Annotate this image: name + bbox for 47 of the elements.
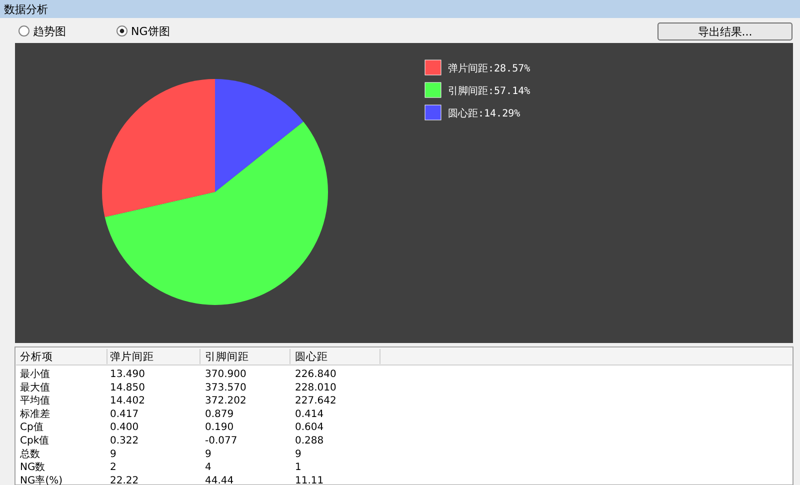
text: 0.190	[205, 422, 234, 434]
category-label: 弹片间距	[110, 350, 154, 363]
text: 13.490	[110, 369, 145, 380]
text: 44.44	[205, 475, 234, 485]
text: 372.202	[205, 396, 246, 407]
text: 0.414	[295, 408, 324, 420]
text: 导出结果...	[698, 26, 752, 38]
text: 趋势图	[33, 25, 66, 38]
text: 14.850	[110, 382, 145, 394]
chart-title: 数据分析	[4, 3, 48, 16]
text: 0.604	[295, 422, 324, 434]
text: 0.322	[110, 436, 139, 446]
text: 9	[295, 448, 302, 460]
text: NG饼图	[131, 25, 170, 38]
legend-label: 引脚间距:57.14%	[448, 85, 530, 97]
text: 226.840	[295, 369, 336, 380]
text: 4	[205, 462, 212, 474]
category-label: 圆心距	[295, 350, 328, 363]
category-label: Cp值	[20, 422, 44, 434]
legend-label: 圆心距:14.29%	[448, 108, 520, 120]
legend-label: 弹片间距:28.57%	[448, 62, 530, 74]
text: 0.879	[205, 408, 234, 420]
category-label: 最大值	[20, 382, 50, 394]
category-label: NG数	[20, 462, 46, 474]
text: 0.288	[295, 436, 324, 446]
category-label: 平均值	[20, 396, 50, 407]
category-label: Cpk值	[20, 436, 50, 446]
category-label: 标准差	[20, 408, 50, 420]
text: 0.417	[110, 408, 139, 420]
text: 228.010	[295, 382, 336, 394]
category-label: 最小值	[20, 369, 50, 380]
text: 14.402	[110, 396, 145, 407]
text: 373.570	[205, 382, 246, 394]
text: 11.11	[295, 475, 324, 485]
text: -0.077	[205, 436, 238, 446]
category-label: NG率(%)	[20, 475, 63, 485]
text: 9	[110, 448, 116, 460]
category-label: 引脚间距	[205, 351, 249, 363]
text: 0.400	[110, 422, 139, 434]
text: 370.900	[205, 369, 246, 380]
text: 1	[295, 462, 302, 474]
text: 22.22	[110, 475, 139, 485]
category-label: 分析项	[20, 351, 53, 363]
text: 9	[205, 448, 212, 460]
text: 2	[110, 462, 116, 474]
category-label: 总数	[20, 448, 40, 460]
text: 227.642	[295, 396, 336, 407]
